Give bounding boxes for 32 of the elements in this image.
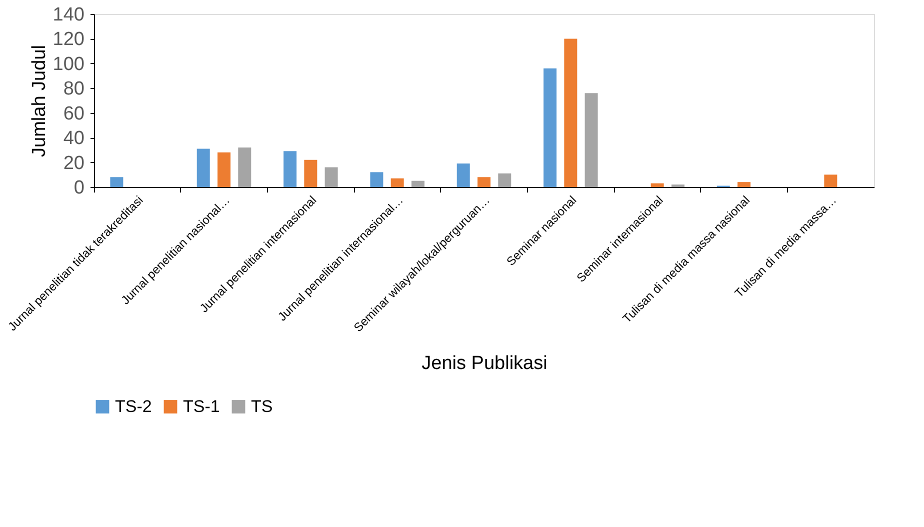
bar (110, 177, 124, 187)
bar (238, 147, 252, 187)
bar (411, 180, 424, 187)
y-tick-label: 100 (52, 54, 84, 75)
bar (370, 172, 384, 187)
bar (390, 178, 404, 187)
legend-label: TS (251, 396, 273, 416)
bar (584, 93, 598, 187)
x-axis-title: Jenis Publikasi (422, 352, 548, 374)
bar (824, 174, 838, 187)
bar (218, 152, 230, 187)
bar (544, 68, 557, 187)
bar (478, 177, 490, 187)
y-tick-label: 60 (63, 103, 84, 124)
y-axis-title: Jumlah Judul (28, 45, 50, 157)
y-tick-label: 140 (52, 4, 84, 26)
bar (738, 182, 750, 187)
y-tick-label: 120 (52, 29, 84, 50)
bar (498, 173, 512, 187)
y-tick-label: 20 (63, 152, 84, 174)
y-tick-label: 40 (63, 128, 84, 150)
bar (284, 151, 297, 187)
legend-label: TS-1 (183, 396, 220, 416)
bar (456, 164, 470, 187)
y-tick-label: 0 (74, 178, 84, 198)
bar (304, 160, 318, 187)
legend-label: TS-2 (115, 396, 152, 416)
bar (564, 38, 578, 187)
bar (324, 167, 338, 187)
bar (196, 148, 210, 187)
y-tick-label: 80 (63, 78, 84, 100)
bar (650, 183, 664, 187)
